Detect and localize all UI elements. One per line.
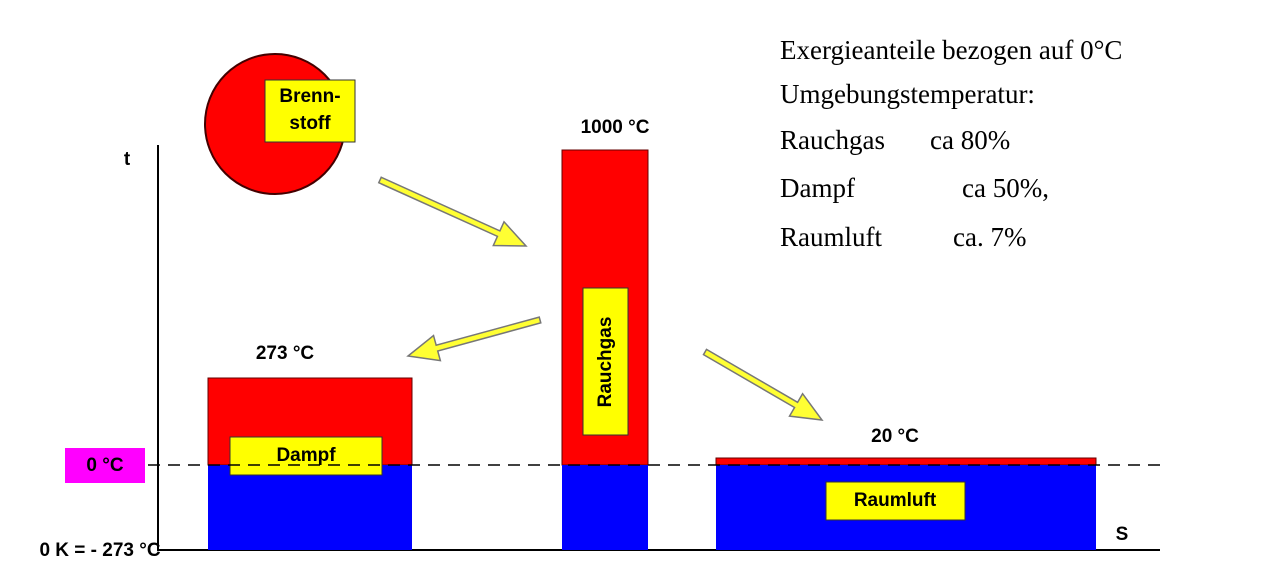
rauchgas-anergy — [562, 465, 648, 550]
rauchgas-label: Rauchgas — [595, 317, 616, 408]
note-row-label: Rauchgas — [780, 125, 885, 155]
rauchgas-temp: 1000 °C — [581, 117, 650, 138]
arrow — [406, 316, 542, 362]
note-line: Umgebungstemperatur: — [780, 79, 1035, 109]
zero-c-label: 0 °C — [86, 455, 123, 476]
note-row-value: ca. 7% — [953, 222, 1026, 252]
dampf-label: Dampf — [276, 445, 336, 466]
arrow — [702, 348, 824, 421]
note-row-value: ca 50%, — [962, 173, 1049, 203]
fuel-label: Brenn- — [279, 86, 340, 107]
dampf-anergy — [208, 465, 412, 550]
s-label: S — [1116, 524, 1129, 545]
note-row-label: Raumluft — [780, 222, 882, 252]
raumluft-exergy — [715, 457, 1097, 466]
arrow — [377, 176, 528, 247]
dampf-label-box — [229, 436, 383, 476]
note-row-label: Dampf — [780, 173, 855, 203]
zero-k-label: 0 K = - 273 °C — [39, 540, 160, 561]
t-label: t — [124, 149, 131, 170]
raumluft-label: Raumluft — [854, 490, 937, 511]
zero-c-box — [65, 448, 145, 483]
raumluft-label-box — [825, 481, 966, 521]
raumluft-temp: 20 °C — [871, 426, 919, 447]
rauchgas-label-box — [582, 287, 629, 436]
note-row-value: ca 80% — [930, 125, 1010, 155]
dampf-temp: 273 °C — [256, 343, 315, 364]
fuel-label-box — [264, 79, 356, 143]
fuel-label: stoff — [289, 113, 331, 134]
note-line: Exergieanteile bezogen auf 0°C — [780, 35, 1122, 65]
